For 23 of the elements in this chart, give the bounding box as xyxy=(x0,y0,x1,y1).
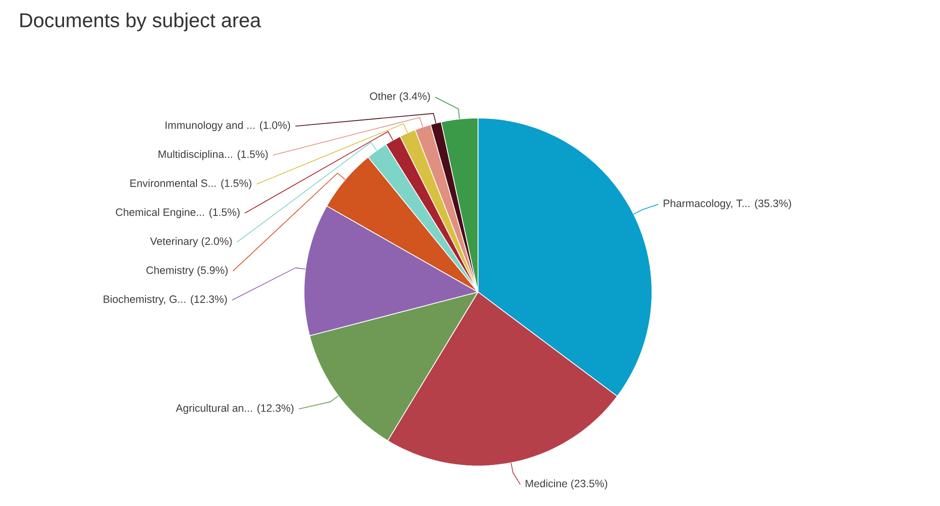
slice-label: Veterinary xyxy=(150,237,198,248)
data-label: (23.5%) xyxy=(571,479,608,490)
slice-label: Chemistry xyxy=(146,266,194,276)
data-label: (12.3%) xyxy=(190,295,227,306)
data-label: (35.3%) xyxy=(755,199,792,210)
slice-label: Biochemistry, G... xyxy=(104,295,186,306)
data-label: (1.5%) xyxy=(209,208,240,218)
slice-label: Other xyxy=(370,92,396,100)
slice-label: Agricultural an... xyxy=(176,404,252,414)
data-label: (12.3%) xyxy=(257,404,294,414)
data-label: (1.0%) xyxy=(260,121,290,132)
slice-label: Multidisciplina... xyxy=(158,150,232,160)
slice-label: Chemical Engine... xyxy=(116,208,204,218)
data-label: (1.5%) xyxy=(221,179,252,190)
data-label: (5.9%) xyxy=(198,266,228,276)
chart-title: Documents by subject area xyxy=(20,12,262,32)
slice-label: Environmental S... xyxy=(130,179,216,187)
slice-label: Immunology and ... xyxy=(166,121,254,132)
data-label: (2.0%) xyxy=(202,237,232,248)
slice-label: Pharmacology, T... xyxy=(664,199,750,210)
data-label: (3.4%) xyxy=(400,92,430,102)
data-label: (1.5%) xyxy=(238,150,268,160)
slice-label: Medicine xyxy=(526,479,568,488)
